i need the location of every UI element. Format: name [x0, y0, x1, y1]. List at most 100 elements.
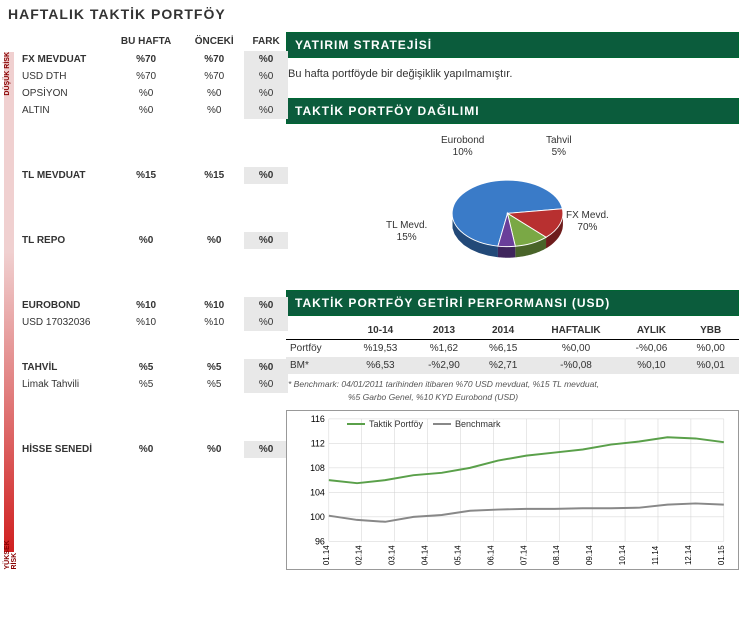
svg-text:01.14: 01.14 — [322, 544, 331, 564]
svg-text:06.14: 06.14 — [486, 544, 495, 564]
svg-text:02.14: 02.14 — [355, 544, 364, 564]
alloc-fark: %0 — [244, 314, 288, 331]
svg-text:04.14: 04.14 — [421, 544, 430, 564]
svg-text:08.14: 08.14 — [552, 544, 561, 564]
perf-cell: %6,15 — [475, 340, 532, 358]
alloc-label: Limak Tahvili — [18, 376, 108, 393]
svg-text:116: 116 — [311, 413, 325, 423]
perf-label: BM* — [286, 357, 348, 374]
col-onceki: ÖNCEKİ — [184, 32, 244, 51]
perf-cell: -%0,08 — [531, 357, 620, 374]
allocation-column: DÜŞÜK RİSK YÜKSEK RİSK BU HAFTA ÖNCEKİ F… — [8, 32, 278, 570]
alloc-row: USD 17032036%10%10%0 — [18, 314, 288, 331]
legend-item: Taktik Portföy — [347, 419, 423, 429]
perf-cell: -%0,06 — [621, 340, 683, 358]
legend-item: Benchmark — [433, 419, 501, 429]
alloc-fark: %0 — [244, 68, 288, 85]
alloc-label: USD DTH — [18, 68, 108, 85]
alloc-fark: %0 — [244, 85, 288, 102]
alloc-row: USD DTH%70%70%0 — [18, 68, 288, 85]
svg-text:05.14: 05.14 — [453, 544, 462, 564]
alloc-label: HİSSE SENEDİ — [18, 441, 108, 458]
svg-text:104: 104 — [310, 487, 325, 497]
alloc-row: HİSSE SENEDİ%0%0%0 — [18, 441, 288, 458]
pie-slice-label: Eurobond10% — [441, 135, 484, 159]
svg-text:07.14: 07.14 — [519, 544, 528, 564]
alloc-label: TL MEVDUAT — [18, 167, 108, 184]
alloc-row: TL MEVDUAT%15%15%0 — [18, 167, 288, 184]
perf-cell: %0,00 — [682, 340, 739, 358]
perf-cell: -%2,90 — [413, 357, 475, 374]
svg-text:112: 112 — [311, 438, 325, 448]
perf-col: AYLIK — [621, 322, 683, 340]
alloc-bu-hafta: %10 — [108, 297, 184, 314]
perf-col: 2014 — [475, 322, 532, 340]
alloc-bu-hafta: %0 — [108, 232, 184, 249]
pie-header: TAKTİK PORTFÖY DAĞILIMI — [286, 98, 739, 124]
alloc-label: FX MEVDUAT — [18, 51, 108, 68]
alloc-fark: %0 — [244, 167, 288, 184]
pie-slice-label: FX Mevd.70% — [566, 210, 609, 234]
alloc-bu-hafta: %5 — [108, 359, 184, 376]
allocation-table: BU HAFTA ÖNCEKİ FARK FX MEVDUAT%70%70%0U… — [18, 32, 288, 458]
alloc-fark: %0 — [244, 297, 288, 314]
right-column: YATIRIM STRATEJİSİ Bu hafta portföyde bi… — [278, 32, 739, 570]
svg-text:09.14: 09.14 — [585, 544, 594, 564]
alloc-label: USD 17032036 — [18, 314, 108, 331]
perf-cell: %2,71 — [475, 357, 532, 374]
col-bu-hafta: BU HAFTA — [108, 32, 184, 51]
alloc-bu-hafta: %0 — [108, 102, 184, 119]
alloc-onceki: %10 — [184, 297, 244, 314]
alloc-onceki: %10 — [184, 314, 244, 331]
alloc-label: TAHVİL — [18, 359, 108, 376]
alloc-onceki: %0 — [184, 232, 244, 249]
svg-text:11.14: 11.14 — [651, 545, 660, 565]
svg-text:10.14: 10.14 — [618, 544, 627, 564]
alloc-label: TL REPO — [18, 232, 108, 249]
alloc-row: TL REPO%0%0%0 — [18, 232, 288, 249]
alloc-onceki: %70 — [184, 51, 244, 68]
risk-label-high: YÜKSEK RİSK — [4, 532, 18, 570]
pie-slice-label: TL Mevd.15% — [386, 220, 427, 244]
page-title: HAFTALIK TAKTİK PORTFÖY — [0, 0, 747, 32]
perf-cell: %0,01 — [682, 357, 739, 374]
perf-cell: %19,53 — [348, 340, 413, 358]
svg-text:03.14: 03.14 — [388, 544, 397, 564]
performance-table: 10-1420132014HAFTALIKAYLIKYBB Portföy%19… — [286, 322, 739, 374]
perf-row: BM*%6,53-%2,90%2,71-%0,08%0,10%0,01 — [286, 357, 739, 374]
perf-header: TAKTİK PORTFÖY GETİRİ PERFORMANSI (USD) — [286, 290, 739, 316]
main-layout: DÜŞÜK RİSK YÜKSEK RİSK BU HAFTA ÖNCEKİ F… — [0, 32, 747, 578]
benchmark-footnote: * Benchmark: 04/01/2011 tarihinden itiba… — [286, 374, 739, 408]
col-fark: FARK — [244, 32, 288, 51]
alloc-bu-hafta: %15 — [108, 167, 184, 184]
alloc-bu-hafta: %10 — [108, 314, 184, 331]
alloc-bu-hafta: %70 — [108, 51, 184, 68]
perf-col — [286, 322, 348, 340]
svg-text:108: 108 — [310, 462, 325, 472]
perf-label: Portföy — [286, 340, 348, 358]
alloc-onceki: %0 — [184, 441, 244, 458]
alloc-fark: %0 — [244, 102, 288, 119]
pie-slice-label: Tahvil5% — [546, 135, 572, 159]
strategy-header: YATIRIM STRATEJİSİ — [286, 32, 739, 58]
svg-text:100: 100 — [310, 511, 325, 521]
alloc-bu-hafta: %70 — [108, 68, 184, 85]
alloc-label: ALTIN — [18, 102, 108, 119]
alloc-onceki: %70 — [184, 68, 244, 85]
alloc-row: OPSİYON%0%0%0 — [18, 85, 288, 102]
alloc-label: EUROBOND — [18, 297, 108, 314]
svg-text:96: 96 — [315, 536, 325, 546]
alloc-bu-hafta: %0 — [108, 441, 184, 458]
alloc-onceki: %5 — [184, 359, 244, 376]
perf-col: 10-14 — [348, 322, 413, 340]
perf-cell: %0,10 — [621, 357, 683, 374]
alloc-row: EUROBOND%10%10%0 — [18, 297, 288, 314]
svg-text:12.14: 12.14 — [684, 544, 693, 564]
alloc-bu-hafta: %5 — [108, 376, 184, 393]
pie-chart: FX Mevd.70% TL Mevd.15% Eurobond10% Tahvil5… — [286, 130, 739, 290]
perf-col: YBB — [682, 322, 739, 340]
alloc-bu-hafta: %0 — [108, 85, 184, 102]
perf-col: 2013 — [413, 322, 475, 340]
perf-row: Portföy%19,53%1,62%6,15%0,00-%0,06%0,00 — [286, 340, 739, 358]
alloc-row: ALTIN%0%0%0 — [18, 102, 288, 119]
